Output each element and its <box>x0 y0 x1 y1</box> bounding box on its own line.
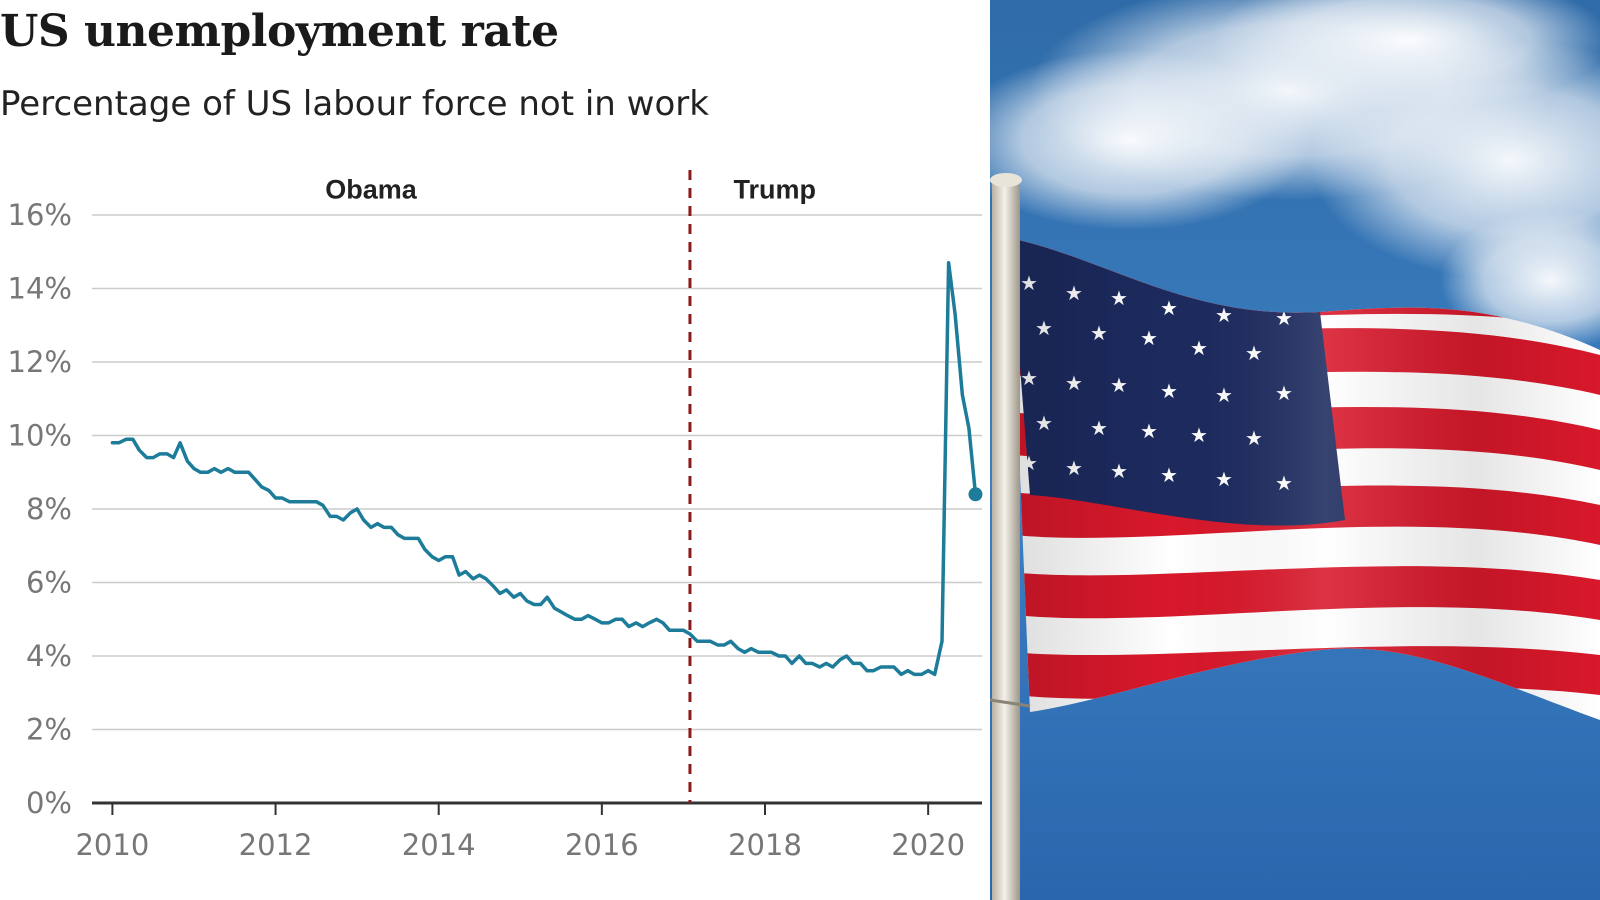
x-axis: 2010 2012 2014 2016 2018 2020 <box>75 801 982 862</box>
series-line <box>110 261 978 677</box>
x-tick-label: 2012 <box>239 828 313 862</box>
y-tick-label: 16% <box>8 198 72 232</box>
era-annotations: Obama Trump <box>325 175 816 205</box>
y-axis-tick-labels: 0% 2% 4% 6% 8% 10% 12% 14% 16% <box>8 198 72 820</box>
chart-subtitle: Percentage of US labour force not in wor… <box>0 84 709 124</box>
x-tick-label: 2018 <box>728 828 802 862</box>
x-tick-label: 2020 <box>891 828 965 862</box>
grid-lines <box>92 214 982 731</box>
era-label: Trump <box>734 175 817 205</box>
y-tick-label: 10% <box>8 419 72 453</box>
series-end-point <box>968 487 983 502</box>
series-layer <box>110 261 983 677</box>
x-tick-label: 2016 <box>565 828 639 862</box>
american-flag-photo: ★★★★★★ ★★★★★ ★★★★★★ ★★★★★ ★★★★★★ <box>990 0 1600 900</box>
line-chart: 0%2%4%6%8%10%12%14%16% 2010 2012 2014 2016 2… <box>8 170 983 862</box>
y-tick-label: 6% <box>26 566 72 600</box>
y-tick-label: 12% <box>8 345 72 379</box>
x-tick-label: 2014 <box>402 828 476 862</box>
x-tick-label: 2010 <box>75 828 149 862</box>
y-tick-label: 8% <box>26 492 72 526</box>
y-tick-label: 2% <box>26 713 72 747</box>
american-flag-icon: ★★★★★★ ★★★★★ ★★★★★★ ★★★★★ ★★★★★★ <box>990 0 1600 900</box>
chart-title: US unemployment rate <box>0 6 559 57</box>
y-tick-label: 4% <box>26 639 72 673</box>
y-tick-label: 14% <box>8 272 72 306</box>
y-tick-label: 0% <box>26 786 72 820</box>
chart-panel: 0% 2% 4% 6% 8% 10% 12% 14% 16% 2010 2012 2014 2016 2… <box>0 6 983 862</box>
era-label: Obama <box>325 175 418 205</box>
